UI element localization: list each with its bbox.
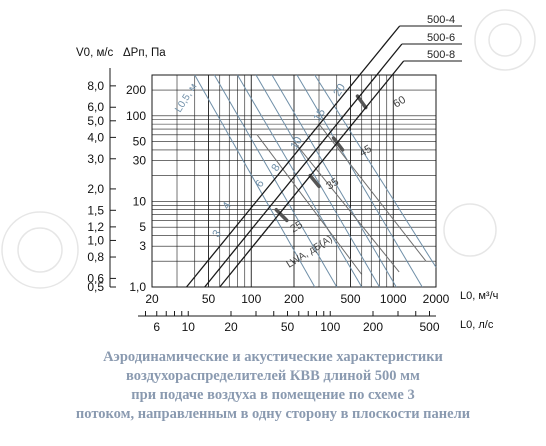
caption-line-4: потоком, направленным в одну сторону в п… — [75, 406, 471, 422]
pressure-tick-label: 3 — [139, 239, 146, 253]
secondary-axis-label: L0, л/с — [460, 319, 494, 331]
watermark-ornament — [474, 9, 536, 71]
velocity-line-label: 15 — [311, 107, 328, 124]
noise-line — [256, 134, 363, 275]
pressure-tick-label: 10 — [133, 194, 147, 208]
noise-level-label: 45 — [357, 143, 374, 160]
noise-level-label: 35 — [324, 176, 341, 193]
watermark-ornament — [488, 23, 522, 57]
series-label: 500-8 — [427, 49, 455, 61]
caption-line-1: Аэродинамические и акустические характер… — [103, 349, 443, 365]
series-label: 500-4 — [427, 14, 455, 26]
watermark-layer — [1, 9, 536, 289]
pressure-tick-label: 30 — [133, 154, 147, 168]
watermark-ornament — [1, 211, 79, 289]
pressure-tick-label: 200 — [126, 83, 146, 97]
series-label: 500-6 — [427, 32, 455, 44]
velocity-line-label: 3 — [210, 228, 223, 240]
noise-line — [293, 141, 400, 273]
velocity-line — [296, 74, 423, 288]
noise-line — [318, 123, 427, 262]
x-tick-label: 100 — [241, 292, 261, 306]
velocity-tick-label: 1,5 — [87, 203, 104, 217]
pressure-tick-label: 5 — [139, 220, 146, 234]
velocity-tick-label: 5,0 — [87, 114, 104, 128]
velocity-line-label: 20 — [331, 82, 348, 99]
x-tick-label: 50 — [202, 292, 216, 306]
axes-layer: 20 50 100 200 500 1000 2000 L0, м³/ч6 10 20 50 100 2… — [76, 47, 498, 334]
plot-frame — [151, 74, 437, 288]
caption-line-3: при подаче воздуха в помещение по схеме … — [131, 387, 415, 403]
velocity-tick-label: 3,0 — [87, 152, 104, 166]
velocity-line — [255, 74, 380, 288]
caption-line-2: воздухораспределителей КВВ длиной 500 мм — [126, 368, 420, 384]
velocity-tick-label: 6,0 — [87, 100, 104, 114]
secondary-tick-label: 100 — [320, 320, 340, 334]
velocity-line-label: 4 — [220, 200, 233, 212]
secondary-tick-label: 10 — [182, 320, 196, 334]
secondary-tick-label: 200 — [363, 320, 383, 334]
pressure-tick-label: 100 — [126, 109, 146, 123]
secondary-tick-label: 500 — [419, 320, 439, 334]
velocity-line-label: 10 — [288, 135, 305, 152]
x-axis-label: L0, м³/ч — [460, 290, 498, 302]
noise-level-label: 25 — [288, 219, 305, 236]
velocity-axis-label: V0, м/с — [76, 47, 114, 59]
x-tick-label: 200 — [284, 292, 304, 306]
series-line — [186, 25, 401, 288]
series-line — [204, 43, 403, 288]
velocity-tick-label: 4,0 — [87, 130, 104, 144]
secondary-tick-label: 6 — [153, 320, 160, 334]
series-layer: 500-4 500-6 500-8 — [186, 14, 462, 288]
watermark-ornament — [17, 227, 63, 273]
pressure-tick-label: 50 — [133, 135, 147, 149]
pressure-axis-label: ΔPп, Па — [123, 47, 166, 59]
velocity-tick-label: 1,0 — [87, 233, 104, 247]
velocity-line — [271, 74, 397, 288]
velocity-line — [194, 74, 316, 288]
velocity-tick-label: 0,6 — [87, 271, 104, 285]
velocity-tick-label: 1,2 — [87, 220, 104, 234]
noise-level-label: 60 — [391, 94, 408, 111]
x-tick-label: 500 — [340, 292, 360, 306]
secondary-tick-label: 20 — [224, 320, 238, 334]
velocity-line — [213, 74, 338, 288]
velocity-line-label: 8 — [269, 162, 282, 174]
velocity-tick-label: 0,5 — [87, 280, 104, 294]
velocity-tick-label: 0,8 — [87, 250, 104, 264]
noise-marker — [274, 207, 289, 223]
caption: Аэродинамические и акустические характер… — [0, 348, 546, 424]
velocity-line-label: 6 — [253, 178, 266, 190]
velocity-line — [314, 74, 437, 268]
noise-marker — [331, 136, 345, 152]
x-tick-label: 2000 — [423, 292, 450, 306]
noise-marker — [308, 173, 321, 189]
grid-layer — [151, 74, 437, 288]
pressure-tick-label: 1,0 — [129, 280, 146, 294]
secondary-tick-label: 50 — [281, 320, 295, 334]
velocity-tick-label: 2,0 — [87, 182, 104, 196]
x-tick-label: 20 — [145, 292, 159, 306]
watermark-ornament — [443, 203, 497, 257]
x-tick-label: 1000 — [380, 292, 407, 306]
velocity-line — [237, 74, 363, 288]
series-line — [219, 60, 405, 288]
velocity-tick-label: 8,0 — [87, 79, 104, 93]
